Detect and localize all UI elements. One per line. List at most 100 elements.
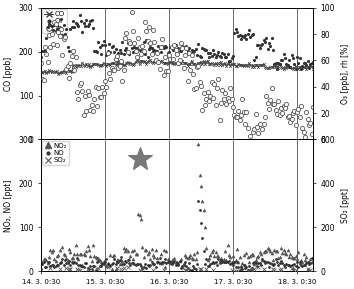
- Point: [170, 260, 176, 265]
- Y-axis label: CO [ppb]: CO [ppb]: [4, 56, 13, 91]
- Point: [289, 266, 295, 271]
- Point: [182, 253, 188, 257]
- Point: [185, 265, 190, 270]
- Point: [93, 255, 98, 260]
- Point: [105, 265, 110, 270]
- Point: [201, 208, 206, 212]
- Point: [105, 260, 110, 265]
- Point: [127, 263, 133, 267]
- Point: [178, 257, 184, 261]
- Point: [66, 247, 72, 251]
- Point: [179, 264, 185, 268]
- Point: [136, 212, 141, 216]
- Point: [298, 258, 304, 262]
- Point: [310, 254, 316, 259]
- Point: [301, 263, 307, 268]
- Point: [138, 216, 144, 221]
- Point: [89, 266, 95, 271]
- Point: [310, 257, 316, 261]
- Point: [246, 260, 252, 264]
- Point: [261, 267, 267, 272]
- Point: [99, 261, 105, 266]
- Point: [242, 266, 248, 271]
- Point: [57, 267, 63, 271]
- Point: [194, 262, 200, 267]
- Point: [38, 266, 44, 271]
- Point: [299, 260, 305, 264]
- Point: [102, 260, 108, 264]
- Point: [228, 254, 233, 259]
- Point: [282, 251, 288, 255]
- Point: [77, 251, 82, 256]
- Point: [53, 263, 58, 268]
- Point: [58, 260, 64, 264]
- Point: [177, 259, 183, 264]
- Point: [290, 266, 296, 271]
- Point: [258, 252, 264, 256]
- Point: [182, 268, 188, 272]
- Point: [286, 254, 292, 259]
- Point: [223, 260, 229, 265]
- Point: [217, 260, 223, 265]
- Point: [171, 256, 177, 260]
- Point: [44, 257, 49, 262]
- Point: [287, 263, 293, 268]
- Point: [290, 255, 296, 260]
- Point: [223, 258, 229, 262]
- Point: [217, 257, 223, 262]
- Point: [47, 266, 53, 271]
- Point: [157, 256, 162, 260]
- Point: [222, 249, 228, 253]
- Point: [273, 257, 279, 262]
- Point: [219, 258, 225, 263]
- Point: [186, 260, 192, 265]
- Point: [197, 172, 202, 177]
- Point: [94, 267, 100, 272]
- Point: [198, 266, 204, 271]
- Point: [234, 247, 240, 252]
- Point: [45, 261, 51, 266]
- Point: [131, 247, 137, 252]
- Point: [105, 261, 110, 266]
- Point: [109, 262, 114, 266]
- Point: [305, 260, 310, 264]
- Point: [82, 261, 88, 265]
- Point: [62, 258, 68, 263]
- Point: [161, 260, 166, 264]
- Point: [84, 249, 89, 253]
- Point: [155, 260, 161, 264]
- Point: [206, 255, 212, 260]
- Point: [249, 266, 255, 271]
- Point: [145, 252, 150, 256]
- Point: [204, 267, 209, 272]
- Point: [272, 268, 277, 272]
- Point: [66, 267, 72, 271]
- Point: [270, 263, 276, 267]
- Point: [230, 263, 236, 267]
- Point: [277, 260, 282, 265]
- Point: [240, 261, 245, 266]
- Point: [201, 249, 206, 254]
- Point: [257, 250, 263, 255]
- Point: [274, 260, 280, 264]
- Point: [113, 261, 119, 266]
- Point: [262, 261, 268, 265]
- Point: [90, 263, 96, 268]
- Point: [293, 253, 298, 258]
- Point: [173, 260, 178, 265]
- Point: [259, 258, 265, 262]
- Point: [61, 252, 67, 257]
- Point: [94, 256, 100, 260]
- Point: [254, 255, 260, 260]
- Point: [162, 257, 168, 261]
- Point: [136, 262, 141, 266]
- Point: [57, 248, 63, 252]
- Point: [229, 260, 234, 264]
- Point: [80, 264, 85, 268]
- Point: [213, 250, 218, 254]
- Point: [230, 253, 236, 258]
- Point: [241, 252, 246, 257]
- Point: [98, 263, 104, 268]
- Point: [268, 261, 273, 265]
- Point: [195, 199, 201, 203]
